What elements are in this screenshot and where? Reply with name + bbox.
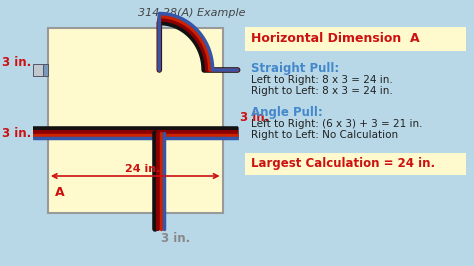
Text: 3 in.: 3 in. — [161, 232, 191, 245]
Text: 314.28(A) Example: 314.28(A) Example — [137, 8, 245, 18]
FancyBboxPatch shape — [245, 153, 466, 175]
Bar — [43, 127, 48, 139]
Text: Angle Pull:: Angle Pull: — [251, 106, 323, 119]
Bar — [154, 213, 165, 229]
Text: Left to Right: 8 x 3 = 24 in.: Left to Right: 8 x 3 = 24 in. — [251, 75, 392, 85]
Text: 3 in.: 3 in. — [2, 56, 31, 69]
Bar — [223, 127, 227, 139]
Text: 3 in.: 3 in. — [2, 127, 31, 140]
Bar — [33, 127, 48, 139]
Text: Left to Right: (6 x 3) + 3 = 21 in.: Left to Right: (6 x 3) + 3 = 21 in. — [251, 119, 422, 129]
Bar — [223, 127, 237, 139]
Bar — [48, 28, 223, 213]
Text: Right to Left: No Calculation: Right to Left: No Calculation — [251, 130, 398, 140]
Text: Right to Left: 8 x 3 = 24 in.: Right to Left: 8 x 3 = 24 in. — [251, 86, 392, 96]
Bar — [33, 64, 48, 76]
Text: 24 in.: 24 in. — [125, 164, 161, 174]
Text: Largest Calculation = 24 in.: Largest Calculation = 24 in. — [251, 157, 435, 171]
Bar — [43, 64, 48, 76]
Text: Straight Pull:: Straight Pull: — [251, 62, 339, 75]
Bar — [154, 213, 165, 218]
Text: A: A — [55, 186, 64, 199]
Text: Horizontal Dimension  A: Horizontal Dimension A — [251, 32, 419, 45]
FancyBboxPatch shape — [245, 27, 466, 51]
Text: 3 in.: 3 in. — [239, 111, 269, 124]
